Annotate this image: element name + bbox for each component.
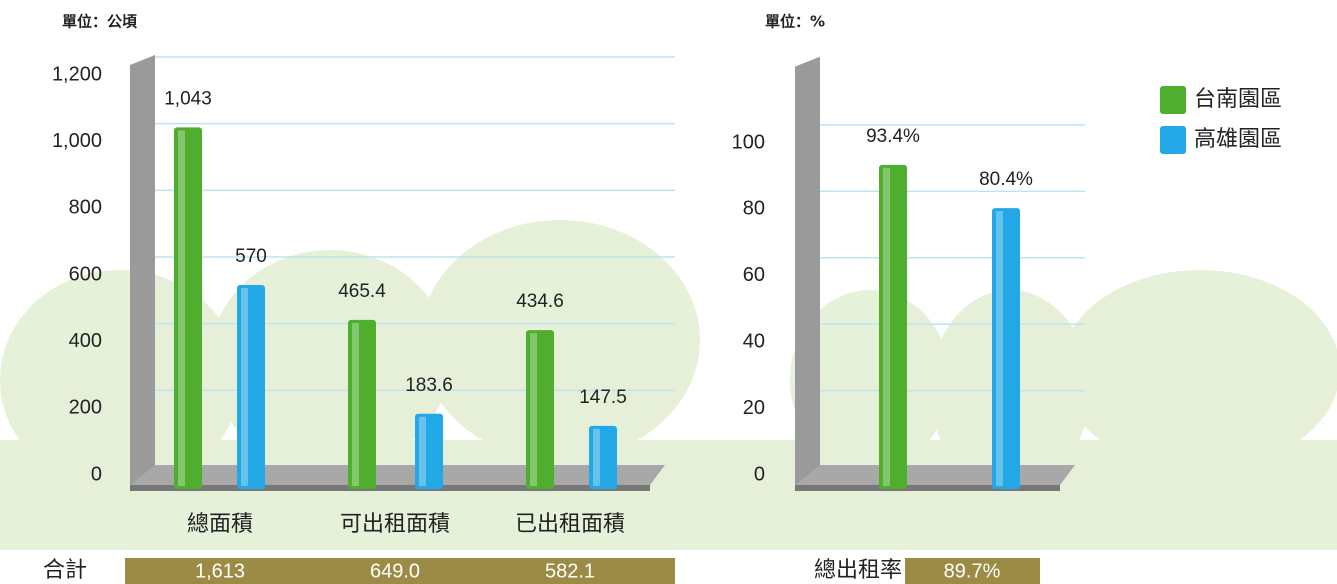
bar-highlight — [241, 288, 248, 486]
bar-highlight — [419, 417, 426, 486]
value-label: 80.4% — [979, 169, 1033, 190]
total-value: 649.0 — [370, 560, 420, 582]
value-label: 465.4 — [338, 281, 386, 302]
total-value: 89.7% — [944, 560, 1001, 582]
value-label: 434.6 — [516, 291, 564, 312]
bar-highlight — [996, 211, 1003, 486]
floor-edge — [795, 485, 1060, 491]
legend-label: 高雄園區 — [1194, 127, 1282, 152]
y-tick-label: 800 — [69, 197, 102, 219]
total-label: 總出租率 — [814, 558, 902, 583]
floor — [130, 465, 665, 485]
value-label: 183.6 — [405, 375, 453, 396]
legend-swatch — [1160, 86, 1186, 114]
y-tick-label: 100 — [732, 131, 765, 153]
back-wall — [130, 55, 155, 485]
total-value: 582.1 — [545, 560, 595, 582]
unit-label: 單位：公頃 — [62, 13, 138, 31]
y-tick-label: 1,000 — [52, 130, 102, 152]
bar-highlight — [178, 130, 185, 486]
unit-label: 單位：% — [765, 13, 825, 31]
x-tick-label: 可出租面積 — [340, 512, 450, 537]
bar-highlight — [530, 333, 537, 486]
y-tick-label: 600 — [69, 263, 102, 285]
y-tick-label: 80 — [743, 198, 765, 220]
y-tick-label: 40 — [743, 330, 765, 352]
y-tick-label: 200 — [69, 397, 102, 419]
value-label: 1,043 — [164, 88, 212, 109]
bar-highlight — [352, 323, 359, 486]
y-tick-label: 0 — [91, 463, 102, 485]
bar-highlight — [883, 168, 890, 486]
x-tick-label: 已出租面積 — [515, 512, 625, 537]
value-label: 570 — [235, 246, 267, 267]
back-wall — [795, 57, 820, 485]
value-label: 93.4% — [866, 126, 920, 147]
value-label: 147.5 — [579, 387, 627, 408]
total-value: 1,613 — [195, 560, 245, 582]
y-tick-label: 20 — [743, 397, 765, 419]
bar-highlight — [593, 429, 600, 486]
floor — [795, 465, 1075, 485]
y-tick-label: 1,200 — [52, 63, 102, 85]
legend-swatch — [1160, 126, 1186, 154]
infographic: 單位：公頃02004006008001,0001,200總面積1,043570可… — [0, 0, 1337, 584]
total-label: 合計 — [43, 558, 87, 583]
y-tick-label: 400 — [69, 330, 102, 352]
x-tick-label: 總面積 — [187, 512, 253, 537]
legend-label: 台南園區 — [1194, 87, 1282, 112]
y-tick-label: 60 — [743, 264, 765, 286]
y-tick-label: 0 — [754, 463, 765, 485]
floor-edge — [130, 485, 650, 491]
